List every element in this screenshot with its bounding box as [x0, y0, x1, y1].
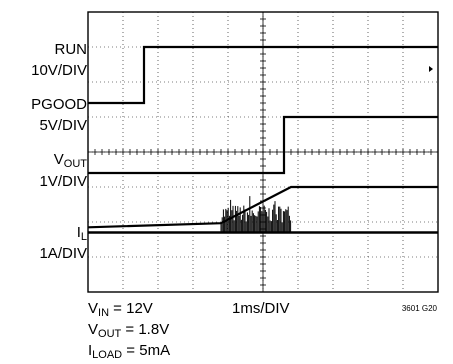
vout-condition: VOUT = 1.8V — [88, 321, 170, 340]
iload-condition: ILOAD = 5mA — [88, 342, 171, 361]
graticule-grid — [88, 12, 438, 292]
run-trace — [88, 45, 438, 105]
trigger-marker-icon — [429, 66, 433, 72]
figure-code: 3601 G20 — [401, 304, 437, 313]
il-scale-label: 1A/DIV — [39, 245, 87, 262]
pgood-trace — [88, 115, 438, 175]
vout-label: VOUT — [53, 151, 87, 170]
traces — [87, 45, 438, 234]
run-scale-label: 10V/DIV — [31, 62, 87, 79]
vout-scale-label: 1V/DIV — [39, 173, 87, 190]
timebase-label: 1ms/DIV — [232, 300, 290, 317]
pgood-label: PGOOD — [31, 96, 87, 113]
il-label: IL — [76, 224, 87, 243]
plot-frame — [87, 11, 439, 293]
run-label: RUN — [54, 41, 88, 58]
vout-trace — [87, 185, 438, 229]
pgood-scale-label: 5V/DIV — [39, 117, 87, 134]
vin-condition: VIN = 12V — [88, 300, 153, 319]
